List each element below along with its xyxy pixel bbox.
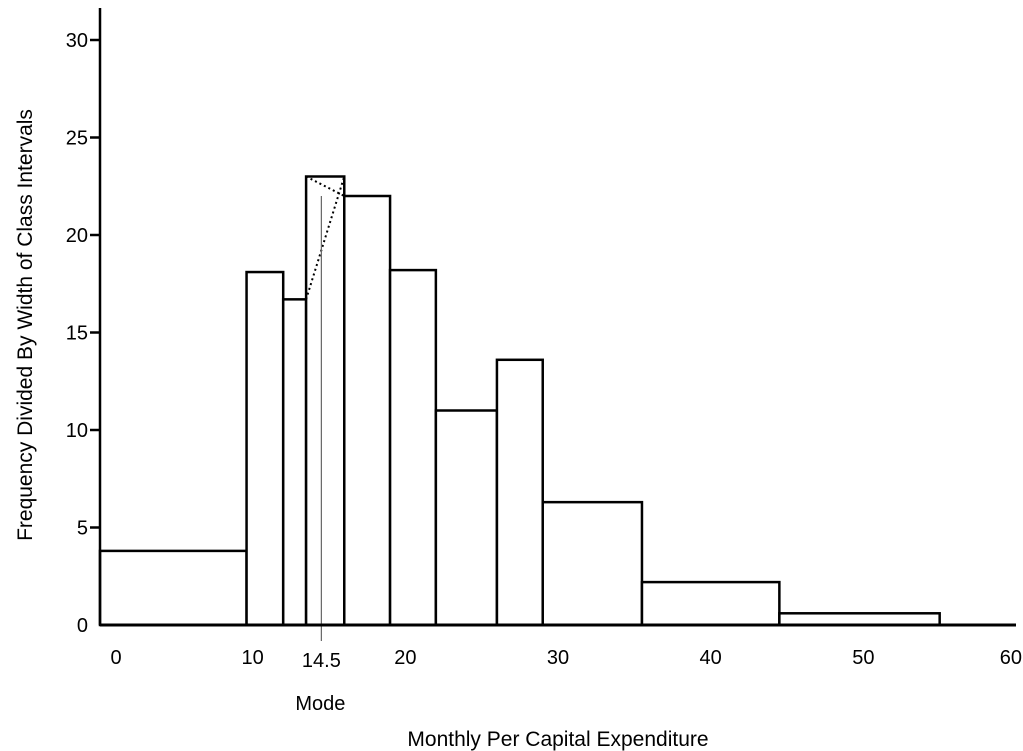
y-tick-label: 20 (66, 225, 88, 247)
mode-value-label: 14.5 (302, 650, 341, 672)
x-tick-label: 30 (547, 647, 569, 669)
histogram-bar (98, 549, 248, 627)
histogram-bar (245, 270, 285, 627)
mode-construction-lines (305, 175, 346, 641)
mode-diagonal-line (305, 176, 346, 300)
y-tick-label: 30 (66, 30, 88, 52)
y-axis-ticks: 0 5 10 15 20 25 30 (66, 30, 100, 637)
x-axis-title: Monthly Per Capital Expenditure (407, 728, 708, 751)
x-tick-label: 0 (110, 647, 121, 669)
bars-group (98, 175, 941, 627)
x-tick-label: 10 (242, 647, 264, 669)
y-axis-title: Frequency Divided By Width of Class Inte… (14, 109, 37, 541)
mode-caption-label: Mode (295, 693, 345, 715)
histogram-bar (495, 358, 544, 627)
y-tick-label: 0 (77, 615, 88, 637)
histogram-bar (343, 194, 392, 627)
x-tick-label: 60 (1000, 647, 1022, 669)
x-tick-label: 40 (700, 647, 722, 669)
histogram-bar (640, 580, 781, 627)
mode-diagonal-line (305, 175, 345, 197)
histogram-bar (434, 409, 499, 627)
y-tick-label: 25 (66, 128, 88, 150)
y-tick-label: 5 (77, 518, 88, 540)
y-tick-label: 10 (66, 420, 88, 442)
x-tick-label: 50 (852, 647, 874, 669)
histogram-bar (541, 500, 644, 627)
histogram-bar (304, 175, 346, 627)
histogram-bar (778, 612, 941, 627)
x-tick-label: 20 (394, 647, 416, 669)
x-axis-ticks: 0 10 20 30 40 50 60 (110, 647, 1022, 669)
histogram-bar (281, 298, 308, 627)
histogram-bar (388, 268, 438, 627)
y-tick-label: 15 (66, 323, 88, 345)
